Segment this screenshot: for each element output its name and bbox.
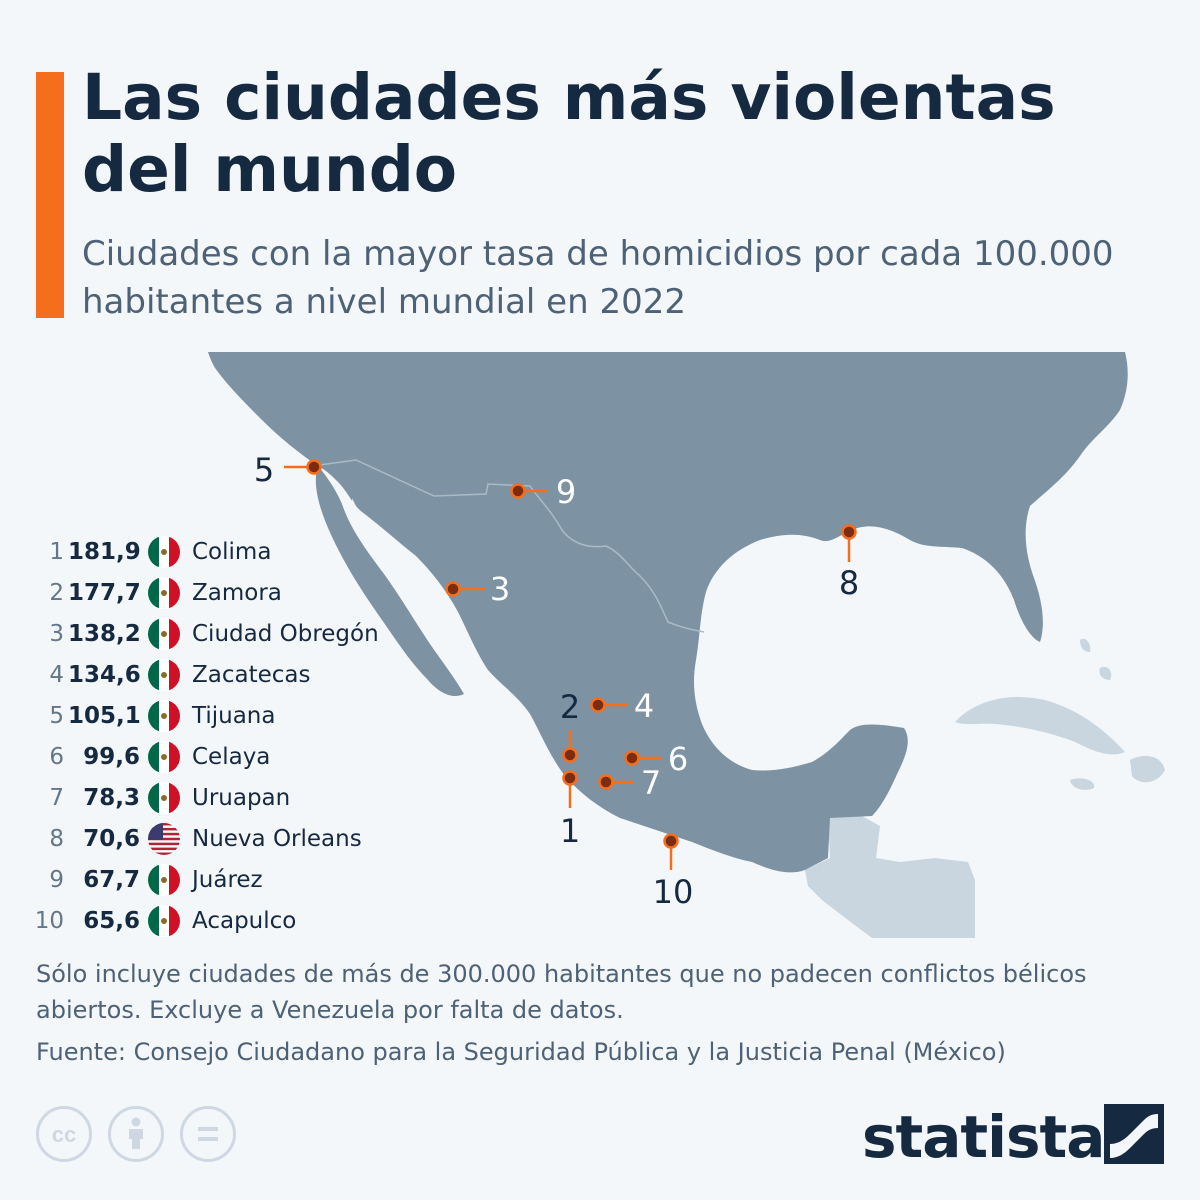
marker-label-4: 4	[634, 687, 654, 725]
city-name: Nueva Orleans	[192, 826, 362, 852]
mexico-flag-icon	[148, 782, 180, 814]
marker-label-8: 8	[839, 564, 859, 602]
jamaica-shape	[1070, 778, 1095, 790]
homicide-rate: 177,7	[68, 580, 141, 606]
ranking-row: 9 67,7 Juárez	[28, 860, 448, 900]
rank-number: 1	[49, 539, 64, 565]
mexico-flag-icon	[148, 905, 180, 937]
marker-label-1: 1	[560, 812, 580, 850]
ranking-row: 1 181,9 Colima	[28, 532, 448, 572]
ranking-row: 10 65,6 Acapulco	[28, 901, 448, 941]
svg-text:cc: cc	[52, 1122, 76, 1147]
city-name: Zamora	[192, 580, 282, 606]
ranking-row: 4 134,6 Zacatecas	[28, 655, 448, 695]
marker-dot-1	[562, 770, 578, 786]
gulf-of-california	[352, 498, 470, 679]
marker-dot-7	[598, 774, 614, 790]
map: 1 2 3 4 5 6 7 8 9 10	[0, 352, 1200, 952]
statista-logo-icon	[1104, 1104, 1164, 1164]
attribution-icon[interactable]	[108, 1106, 164, 1162]
statista-logo-text[interactable]: statista	[862, 1103, 1105, 1171]
ranking-row: 7 78,3 Uruapan	[28, 778, 448, 818]
marker-dot-3	[445, 581, 461, 597]
ranking-row: 2 177,7 Zamora	[28, 573, 448, 613]
homicide-rate: 70,6	[83, 826, 140, 852]
mexico-flag-icon	[148, 618, 180, 650]
mexico-flag-icon	[148, 741, 180, 773]
hispaniola-shape	[1130, 755, 1165, 783]
ranking-row: 6 99,6 Celaya	[28, 737, 448, 777]
rank-number: 10	[34, 908, 64, 934]
license-icons: cc	[36, 1106, 246, 1166]
source-text: Fuente: Consejo Ciudadano para la Seguri…	[36, 1038, 1006, 1066]
mexico-flag-icon	[148, 577, 180, 609]
marker-label-9: 9	[556, 473, 576, 511]
marker-dot-4	[590, 697, 606, 713]
homicide-rate: 181,9	[68, 539, 141, 565]
ranking-row: 3 138,2 Ciudad Obregón	[28, 614, 448, 654]
no-derivatives-icon[interactable]	[180, 1106, 236, 1162]
homicide-rate: 78,3	[83, 785, 140, 811]
rank-number: 4	[49, 662, 64, 688]
marker-dot-2	[562, 747, 578, 763]
homicide-rate: 134,6	[68, 662, 141, 688]
marker-label-3: 3	[490, 570, 510, 608]
marker-dot-10	[663, 833, 679, 849]
rank-number: 5	[49, 703, 64, 729]
marker-dot-6	[624, 750, 640, 766]
map-svg: 1 2 3 4 5 6 7 8 9 10	[208, 352, 1165, 938]
mexico-flag-icon	[148, 659, 180, 691]
city-name: Juárez	[192, 867, 263, 893]
city-name: Celaya	[192, 744, 271, 770]
rank-number: 9	[49, 867, 64, 893]
homicide-rate: 138,2	[68, 621, 141, 647]
homicide-rate: 65,6	[83, 908, 140, 934]
homicide-rate: 99,6	[83, 744, 140, 770]
city-name: Acapulco	[192, 908, 297, 934]
marker-label-6: 6	[668, 740, 688, 778]
north-america-land	[208, 352, 1128, 873]
cuba-shape	[955, 696, 1125, 755]
footnote: Sólo incluye ciudades de más de 300.000 …	[36, 960, 1087, 1024]
cc-icon[interactable]: cc	[36, 1106, 92, 1162]
city-name: Colima	[192, 539, 272, 565]
marker-dot-9	[510, 483, 526, 499]
usa-flag-icon	[148, 823, 180, 855]
page-subtitle: Ciudades con la mayor tasa de homicidios…	[82, 234, 1114, 322]
marker-dot-5	[306, 459, 322, 475]
marker-label-2: 2	[560, 688, 580, 726]
marker-dot-8	[841, 524, 857, 540]
mexico-flag-icon	[148, 864, 180, 896]
marker-label-7: 7	[641, 764, 661, 802]
rank-number: 6	[49, 744, 64, 770]
baja-california	[315, 466, 464, 697]
rank-number: 3	[49, 621, 64, 647]
ranking-row: 8 70,6 Nueva Orleans	[28, 819, 448, 859]
city-name: Uruapan	[192, 785, 291, 811]
rank-number: 7	[49, 785, 64, 811]
homicide-rate: 67,7	[83, 867, 140, 893]
central-america-shape	[805, 816, 975, 938]
mexico-flag-icon	[148, 536, 180, 568]
page-title: Las ciudades más violentas del mundo	[82, 61, 1056, 206]
city-name: Zacatecas	[192, 662, 311, 688]
city-name: Tijuana	[192, 703, 276, 729]
marker-label-5: 5	[254, 451, 274, 489]
title-accent-bar	[36, 72, 64, 318]
rank-number: 8	[49, 826, 64, 852]
mexico-flag-icon	[148, 700, 180, 732]
city-name: Ciudad Obregón	[192, 621, 379, 647]
marker-label-10: 10	[653, 873, 694, 911]
bahamas-shape	[1080, 638, 1112, 680]
rank-number: 2	[49, 580, 64, 606]
us-mexico-border	[311, 459, 705, 633]
ranking-row: 5 105,1 Tijuana	[28, 696, 448, 736]
homicide-rate: 105,1	[68, 703, 141, 729]
